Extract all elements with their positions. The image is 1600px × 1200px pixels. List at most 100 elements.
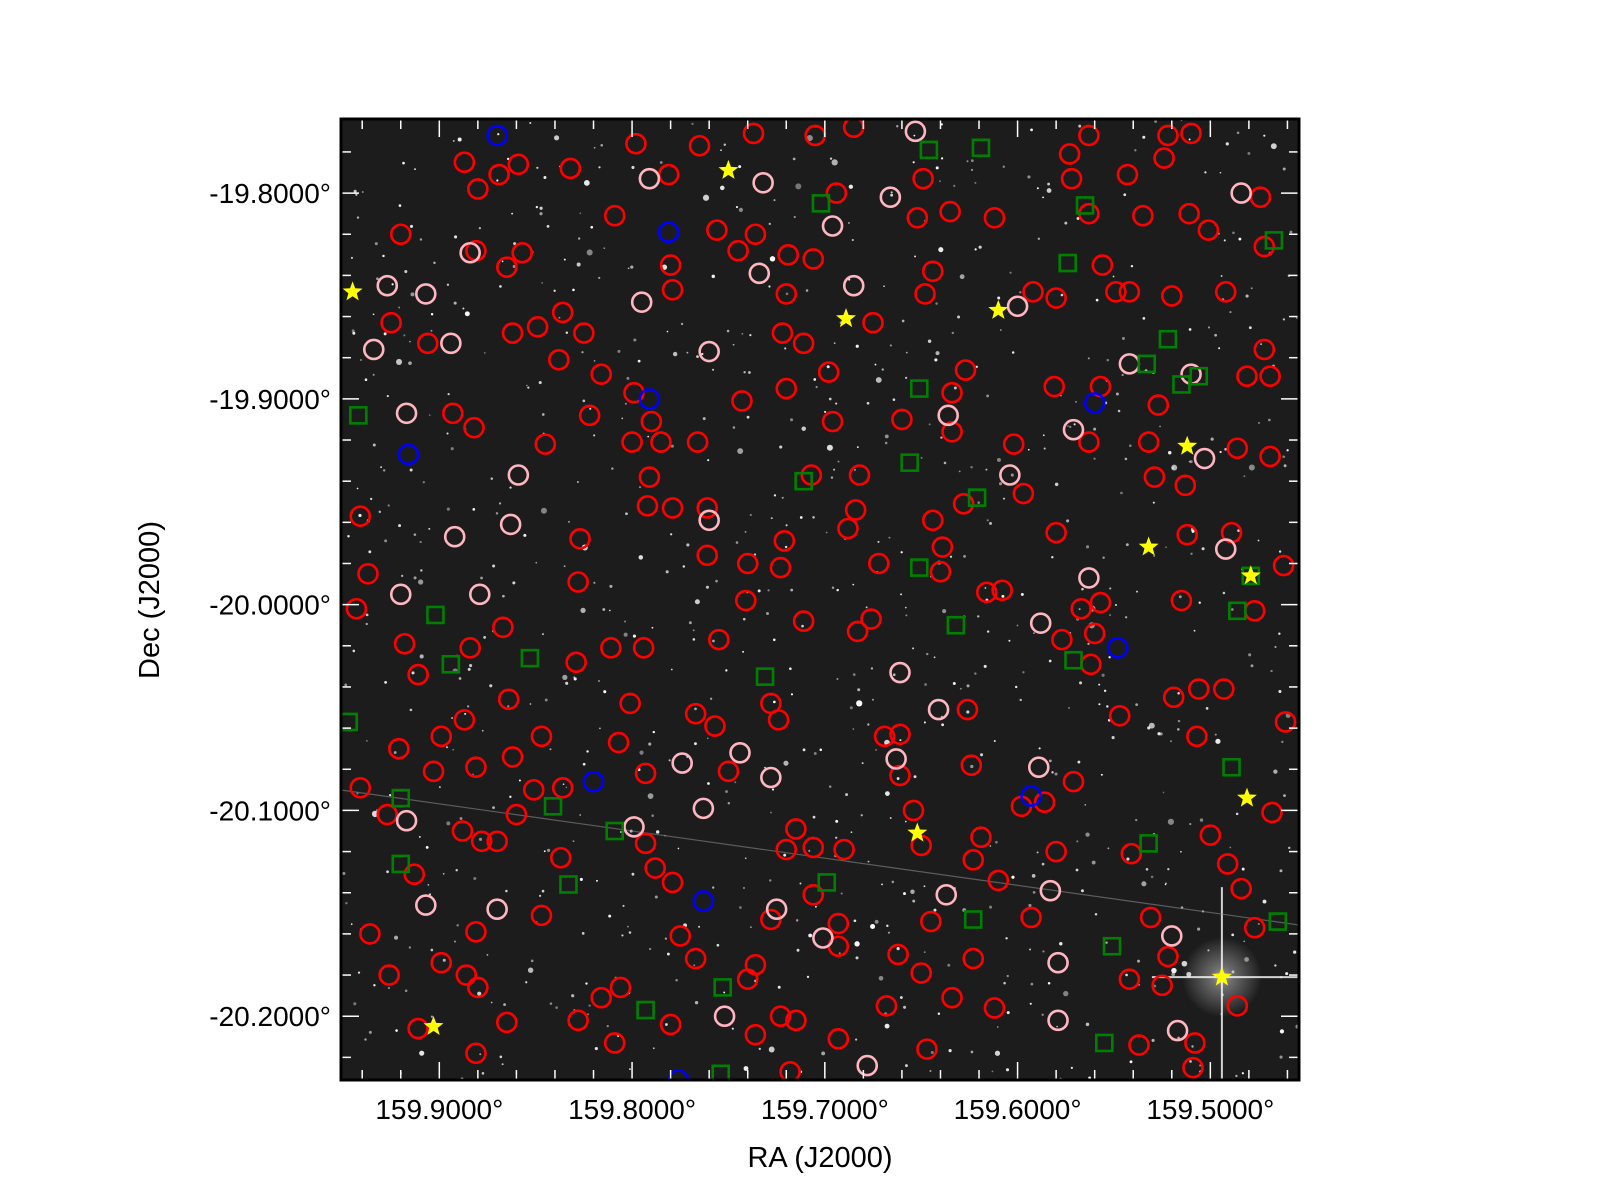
catalog-circle-marker	[565, 651, 587, 674]
catalog-circle-marker	[376, 274, 399, 297]
field-star	[735, 541, 739, 544]
catalog-circle-marker	[644, 857, 666, 879]
field-star	[1235, 1074, 1238, 1078]
field-star	[1189, 822, 1192, 826]
field-star	[723, 991, 726, 994]
field-star	[572, 840, 575, 843]
catalog-circle-marker	[1118, 968, 1141, 990]
catalog-circle-marker	[505, 803, 528, 826]
y-tick-label: -19.8000°	[209, 178, 331, 209]
field-star	[825, 531, 828, 534]
field-star	[742, 617, 746, 621]
field-star	[1188, 328, 1192, 331]
catalog-circle-marker	[962, 947, 985, 970]
catalog-circle-marker	[1039, 879, 1062, 902]
field-star	[768, 222, 771, 226]
catalog-circle-marker	[1253, 235, 1276, 258]
field-star	[1248, 464, 1255, 471]
field-star	[938, 247, 944, 253]
catalog-circle-marker	[495, 256, 518, 278]
catalog-circle-marker	[975, 581, 998, 604]
field-star	[875, 748, 878, 751]
field-star	[438, 786, 441, 789]
field-star	[1006, 1011, 1010, 1015]
field-star	[1177, 691, 1180, 695]
catalog-circle-marker	[937, 404, 959, 427]
catalog-circle-marker	[713, 1005, 736, 1028]
field-star	[795, 183, 802, 190]
catalog-circle-marker	[1047, 1009, 1069, 1032]
field-star	[503, 1003, 506, 1007]
catalog-square-marker	[971, 138, 991, 158]
catalog-square-marker	[967, 488, 987, 507]
field-star	[621, 934, 624, 937]
field-star	[725, 790, 728, 793]
field-star	[712, 639, 715, 643]
field-star	[623, 632, 628, 637]
catalog-circle-marker	[459, 637, 481, 659]
catalog-circle-marker	[492, 616, 514, 639]
field-star	[608, 914, 612, 918]
catalog-square-marker	[520, 648, 540, 668]
field-star	[779, 445, 783, 449]
field-star	[719, 185, 725, 191]
field-star	[1141, 881, 1147, 887]
field-star	[883, 285, 885, 288]
field-star	[368, 1030, 372, 1034]
field-star	[885, 791, 890, 796]
field-star	[959, 687, 962, 690]
field-star	[871, 698, 874, 701]
field-star	[1262, 899, 1267, 904]
catalog-circle-marker	[573, 322, 595, 344]
field-star	[478, 226, 482, 230]
field-star	[446, 507, 450, 511]
field-star	[664, 937, 667, 940]
field-star	[989, 845, 992, 847]
field-star	[881, 883, 883, 886]
field-star	[1270, 669, 1273, 673]
field-star	[1070, 1066, 1073, 1070]
catalog-circle-marker	[760, 908, 782, 931]
catalog-circle-marker	[551, 776, 574, 799]
field-star	[904, 606, 907, 609]
field-star	[633, 338, 637, 342]
field-star	[821, 1051, 826, 1056]
field-star	[420, 569, 423, 572]
catalog-circle-marker	[430, 951, 453, 974]
field-star	[540, 507, 547, 514]
field-star	[831, 159, 838, 166]
field-star	[910, 889, 915, 894]
field-star	[543, 850, 546, 853]
catalog-circle-marker	[659, 1013, 682, 1036]
field-star	[593, 434, 596, 437]
field-star	[457, 137, 462, 142]
field-star	[1136, 590, 1139, 593]
field-star	[923, 885, 926, 888]
catalog-circle-marker	[920, 910, 942, 933]
catalog-circle-marker	[1174, 474, 1197, 497]
field-star	[433, 261, 436, 265]
field-star	[1123, 193, 1127, 197]
field-star	[627, 925, 629, 928]
field-star	[651, 814, 654, 817]
field-star	[812, 516, 815, 519]
catalog-circle-marker	[621, 431, 643, 453]
field-star	[682, 565, 686, 568]
field-star	[1189, 460, 1193, 464]
field-star	[1279, 869, 1283, 873]
field-star	[737, 448, 744, 455]
field-star	[789, 418, 794, 422]
field-star	[884, 1023, 890, 1029]
field-star	[694, 707, 697, 711]
catalog-circle-marker	[1157, 945, 1179, 968]
catalog-circle-marker	[1187, 678, 1210, 700]
catalog-circle-marker	[1128, 1034, 1150, 1056]
field-star	[1032, 890, 1036, 894]
axis-ticks	[341, 119, 1299, 1080]
field-star	[609, 584, 613, 588]
catalog-circle-marker	[708, 628, 730, 651]
catalog-circle-marker	[345, 597, 368, 620]
field-star	[539, 894, 542, 897]
field-star	[495, 512, 499, 515]
catalog-circle-marker	[590, 986, 613, 1009]
